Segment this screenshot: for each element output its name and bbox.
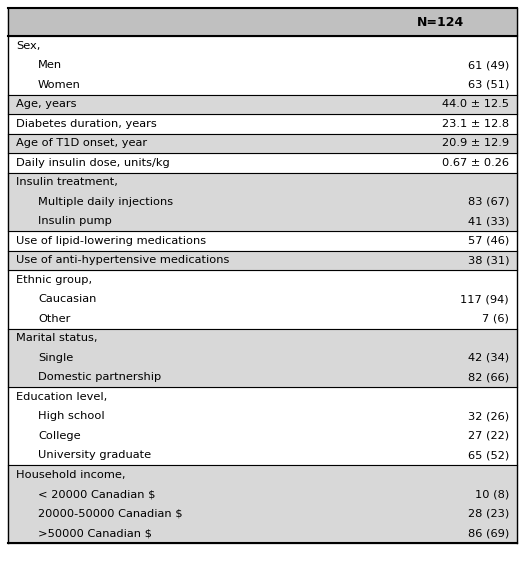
Text: 10 (8): 10 (8) (475, 489, 509, 499)
Text: 28 (23): 28 (23) (468, 509, 509, 519)
Text: 86 (69): 86 (69) (468, 528, 509, 538)
Text: Insulin pump: Insulin pump (38, 216, 112, 226)
Text: 41 (33): 41 (33) (468, 216, 509, 226)
Text: Multiple daily injections: Multiple daily injections (38, 197, 173, 207)
Text: 20000-50000 Canadian $: 20000-50000 Canadian $ (38, 509, 183, 519)
Bar (8, 485, 517, 504)
Text: University graduate: University graduate (38, 450, 151, 460)
Text: Marital status,: Marital status, (16, 334, 98, 343)
Text: 83 (67): 83 (67) (468, 197, 509, 207)
Text: 61 (49): 61 (49) (468, 60, 509, 70)
Text: Daily insulin dose, units/kg: Daily insulin dose, units/kg (16, 157, 170, 168)
Bar (8, 328, 517, 348)
Text: 38 (31): 38 (31) (467, 255, 509, 265)
Bar (8, 251, 517, 270)
Text: Age, years: Age, years (16, 99, 77, 109)
Text: Domestic partnership: Domestic partnership (38, 372, 161, 382)
Text: N=124: N=124 (417, 16, 464, 28)
Text: Ethnic group,: Ethnic group, (16, 275, 92, 285)
Text: Insulin treatment,: Insulin treatment, (16, 177, 118, 187)
Text: 42 (34): 42 (34) (468, 353, 509, 363)
Text: Education level,: Education level, (16, 392, 107, 402)
Bar (8, 523, 517, 543)
Text: < 20000 Canadian $: < 20000 Canadian $ (38, 489, 155, 499)
Text: 117 (94): 117 (94) (460, 294, 509, 304)
Bar (8, 348, 517, 368)
Text: 57 (46): 57 (46) (468, 236, 509, 245)
Bar (8, 211, 517, 231)
Text: Caucasian: Caucasian (38, 294, 97, 304)
Bar (8, 465, 517, 485)
Text: High school: High school (38, 411, 104, 422)
Text: Other: Other (38, 314, 70, 324)
Text: 7 (6): 7 (6) (482, 314, 509, 324)
Text: Use of lipid-lowering medications: Use of lipid-lowering medications (16, 236, 206, 245)
Bar (8, 192, 517, 211)
Text: Household income,: Household income, (16, 470, 125, 480)
Bar (8, 134, 517, 153)
Text: 44.0 ± 12.5: 44.0 ± 12.5 (442, 99, 509, 109)
Text: 32 (26): 32 (26) (468, 411, 509, 422)
Bar (8, 173, 517, 192)
Bar (8, 368, 517, 387)
Text: Age of T1D onset, year: Age of T1D onset, year (16, 138, 147, 148)
Bar (8, 8, 517, 36)
Text: 63 (51): 63 (51) (468, 80, 509, 90)
Text: 0.67 ± 0.26: 0.67 ± 0.26 (442, 157, 509, 168)
Text: 82 (66): 82 (66) (468, 372, 509, 382)
Text: College: College (38, 431, 81, 441)
Text: 27 (22): 27 (22) (468, 431, 509, 441)
Text: Sex,: Sex, (16, 41, 40, 51)
Text: Men: Men (38, 60, 62, 70)
Text: Women: Women (38, 80, 81, 90)
Bar (8, 94, 517, 114)
Text: 23.1 ± 12.8: 23.1 ± 12.8 (442, 119, 509, 129)
Text: Single: Single (38, 353, 74, 363)
Text: 65 (52): 65 (52) (468, 450, 509, 460)
Text: Diabetes duration, years: Diabetes duration, years (16, 119, 157, 129)
Bar (8, 504, 517, 523)
Text: Use of anti-hypertensive medications: Use of anti-hypertensive medications (16, 255, 229, 265)
Text: >50000 Canadian $: >50000 Canadian $ (38, 528, 152, 538)
Text: 20.9 ± 12.9: 20.9 ± 12.9 (442, 138, 509, 148)
